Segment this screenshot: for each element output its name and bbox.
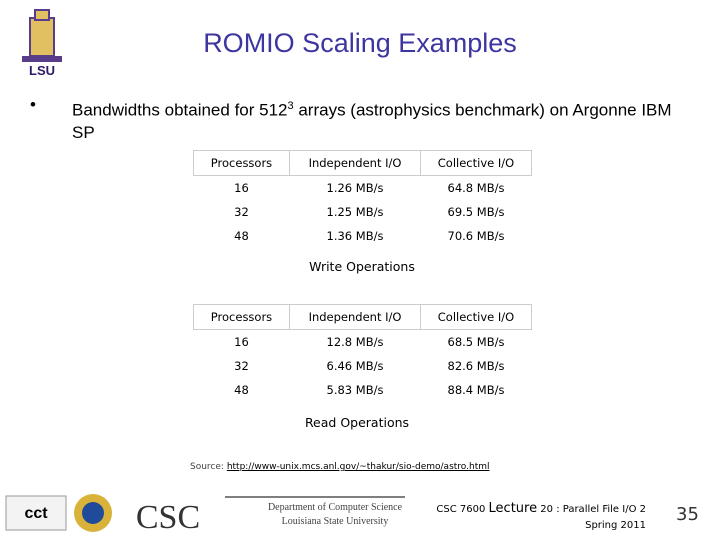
text: 20 : Parallel File I/O 2 bbox=[537, 504, 646, 515]
superscript: 3 bbox=[287, 100, 294, 112]
row: 16 12.8 MB/s 68.5 MB/s bbox=[194, 330, 532, 355]
bullet-text: Bandwidths obtained for 5123 arrays (ast… bbox=[72, 95, 692, 144]
cell: 32 bbox=[234, 359, 249, 373]
term: Spring 2011 bbox=[585, 520, 646, 531]
text: Bandwidths obtained for 512 bbox=[72, 100, 288, 120]
cell: 69.5 MB/s bbox=[447, 205, 505, 219]
caption: Read Operations bbox=[304, 415, 410, 430]
university: Louisiana State University bbox=[282, 516, 389, 527]
header-row: Processors Independent I/O Collective I/O bbox=[193, 304, 532, 330]
cell: 6.46 MB/s bbox=[326, 359, 384, 373]
caption: Write Operations bbox=[309, 259, 415, 274]
cell: 1.25 MB/s bbox=[326, 205, 384, 219]
header-cell: Processors bbox=[193, 150, 290, 176]
header-cell: Independent I/O bbox=[289, 150, 421, 176]
cell: 1.26 MB/s bbox=[326, 181, 384, 195]
text: CSC 7600 bbox=[436, 504, 489, 515]
source-link[interactable]: http://www-unix.mcs.anl.gov/~thakur/sio-… bbox=[226, 462, 490, 472]
cell: 12.8 MB/s bbox=[326, 335, 384, 349]
cell: 16 bbox=[234, 181, 249, 195]
cell: 1.36 MB/s bbox=[326, 229, 384, 243]
row: 16 1.26 MB/s 64.8 MB/s bbox=[194, 176, 532, 201]
text: Lecture bbox=[488, 501, 538, 516]
cell: 5.83 MB/s bbox=[326, 383, 384, 397]
lsu-logo: LSU bbox=[22, 9, 62, 78]
header-cell: Collective I/O bbox=[420, 304, 532, 330]
cct-logo: cct bbox=[24, 505, 48, 522]
csc-logo: CSC bbox=[136, 499, 200, 536]
cell: 32 bbox=[234, 205, 249, 219]
logo-text: LSU bbox=[29, 63, 55, 78]
header-cell: Independent I/O bbox=[289, 304, 421, 330]
text: arrays (astrophysics benchmark) on Argon… bbox=[72, 100, 672, 142]
cell: 48 bbox=[234, 229, 249, 243]
dept: Department of Computer Science bbox=[268, 502, 403, 513]
footer-text: CSC 7600 Lecture 20 : Parallel File I/O … bbox=[420, 501, 646, 534]
page-number: 35 bbox=[676, 504, 699, 525]
row: 48 5.83 MB/s 88.4 MB/s bbox=[194, 378, 532, 402]
footer-graphics: cct CSC Department of Computer Science L… bbox=[5, 494, 405, 536]
table: Processors Independent I/O Collective I/O 1… bbox=[193, 304, 532, 402]
cell: 82.6 MB/s bbox=[447, 359, 505, 373]
cell: 70.6 MB/s bbox=[447, 229, 505, 243]
source-label: Source: bbox=[190, 462, 227, 472]
row: 32 6.46 MB/s 82.6 MB/s bbox=[194, 354, 532, 378]
row: 32 1.25 MB/s 69.5 MB/s bbox=[194, 200, 532, 224]
cell: 48 bbox=[234, 383, 249, 397]
course-line: CSC 7600 Lecture 20 : Parallel File I/O … bbox=[420, 501, 646, 518]
header-cell: Collective I/O bbox=[420, 150, 532, 176]
header-cell: Processors bbox=[193, 304, 290, 330]
cell: 68.5 MB/s bbox=[447, 335, 505, 349]
header-row: Processors Independent I/O Collective I/O bbox=[193, 150, 532, 176]
cell: 64.8 MB/s bbox=[447, 181, 505, 195]
cell: 16 bbox=[234, 335, 249, 349]
row: 48 1.36 MB/s 70.6 MB/s bbox=[194, 224, 532, 248]
cct-logo-box bbox=[5, 495, 67, 531]
bullet-dot: • bbox=[30, 95, 36, 114]
slide-title: ROMIO Scaling Examples bbox=[203, 28, 517, 58]
cell: 88.4 MB/s bbox=[447, 383, 505, 397]
table: Processors Independent I/O Collective I/O 1… bbox=[193, 150, 532, 248]
source: Source: http://www-unix.mcs.anl.gov/~tha… bbox=[190, 462, 490, 472]
